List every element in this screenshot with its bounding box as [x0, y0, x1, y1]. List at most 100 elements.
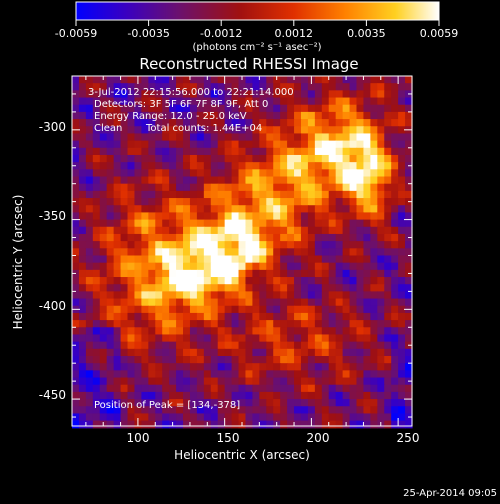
heatmap-cell [342, 255, 351, 264]
heatmap-cell [356, 399, 365, 407]
heatmap-cell [259, 248, 267, 257]
heatmap-cell [266, 305, 274, 314]
heatmap-cell [294, 391, 302, 400]
heatmap-cell [162, 205, 170, 214]
heatmap-cell [134, 277, 142, 285]
heatmap-cell [294, 119, 302, 127]
heatmap-cell [78, 219, 87, 228]
heatmap-cell [370, 133, 378, 142]
heatmap-cell [328, 133, 337, 142]
heatmap-cell [252, 312, 260, 321]
heatmap-cell [238, 119, 247, 127]
heatmap-cell [307, 277, 316, 285]
annotation-time-range: 3-Jul-2012 22:15:56.000 to 22:21:14.000 [88, 87, 294, 98]
heatmap-cell [370, 348, 378, 357]
heatmap-cell [217, 241, 226, 249]
heatmap-cell [203, 212, 212, 221]
heatmap-cell [335, 97, 344, 106]
heatmap-cell [280, 356, 288, 364]
heatmap-cell [321, 305, 330, 314]
heatmap-cell [176, 284, 184, 292]
heatmap-cell [155, 305, 163, 314]
heatmap-cell [155, 284, 163, 292]
heatmap-cell [72, 205, 80, 214]
heatmap-cell [217, 212, 226, 221]
heatmap-cell [106, 370, 115, 379]
heatmap-cell [162, 384, 170, 393]
heatmap-cell [99, 248, 108, 257]
heatmap-cell [238, 320, 247, 328]
heatmap-cell [78, 305, 87, 314]
heatmap-cell [148, 399, 156, 407]
heatmap-cell [294, 406, 302, 415]
heatmap-cell [245, 205, 254, 214]
heatmap-cell [280, 147, 288, 156]
heatmap-cell [245, 384, 254, 393]
heatmap-cell [307, 169, 316, 178]
heatmap-cell [266, 370, 274, 379]
heatmap-cell [370, 291, 378, 300]
heatmap-cell [391, 334, 399, 343]
heatmap-cell [189, 212, 198, 221]
heatmap-cell [183, 298, 191, 307]
heatmap-cell [363, 370, 371, 379]
heatmap-cell [217, 198, 226, 206]
heatmap-cell [280, 241, 288, 249]
heatmap-cell [314, 97, 323, 106]
heatmap-cell [252, 277, 260, 285]
heatmap-cell [328, 176, 337, 185]
heatmap-cell [176, 406, 184, 415]
heatmap-cell [217, 377, 226, 386]
heatmap-cell [384, 90, 392, 99]
heatmap-cell [363, 147, 371, 156]
heatmap-cell [134, 104, 142, 113]
heatmap-cell [78, 312, 87, 321]
heatmap-cell [363, 76, 371, 84]
heatmap-cell [266, 298, 274, 307]
heatmap-cell [148, 97, 156, 106]
heatmap-cell [314, 384, 323, 393]
heatmap-cell [398, 341, 406, 350]
heatmap-cell [162, 255, 170, 264]
heatmap-cell [349, 241, 358, 249]
heatmap-cell [287, 334, 295, 343]
heatmap-cell [245, 219, 254, 228]
heatmap-cell [314, 248, 323, 257]
heatmap-cell [176, 348, 184, 357]
heatmap-cell [314, 241, 323, 249]
heatmap-cell [328, 420, 337, 429]
heatmap-cell [245, 277, 254, 285]
heatmap-cell [294, 399, 302, 407]
heatmap-cell [224, 363, 233, 371]
heatmap-cell [307, 212, 316, 221]
heatmap-cell [405, 111, 413, 120]
heatmap-cell [224, 391, 233, 400]
heatmap-cell [217, 363, 226, 371]
chart-title: Reconstructed RHESSI Image [139, 55, 358, 73]
heatmap-cell [328, 384, 337, 393]
heatmap-cell [294, 183, 302, 192]
heatmap-cell [210, 83, 219, 91]
heatmap-cell [238, 90, 247, 99]
heatmap-cell [120, 119, 129, 127]
heatmap-cell [287, 284, 295, 292]
heatmap-cell [328, 262, 337, 271]
heatmap-cell [335, 406, 344, 415]
heatmap-cell [273, 291, 281, 300]
heatmap-cell [176, 233, 184, 242]
heatmap-cell [92, 198, 101, 206]
heatmap-cell [307, 205, 316, 214]
heatmap-cell [398, 348, 406, 357]
heatmap-cell [335, 233, 344, 242]
heatmap-cell [238, 291, 247, 300]
heatmap-cell [294, 341, 302, 350]
heatmap-cell [176, 269, 184, 278]
heatmap-cell [210, 76, 219, 84]
heatmap-cell [391, 212, 399, 221]
heatmap-cell [231, 377, 240, 386]
heatmap-cell [398, 399, 406, 407]
heatmap-cell [245, 83, 254, 91]
heatmap-cell [384, 377, 392, 386]
heatmap-cell [238, 111, 247, 120]
heatmap-cell [203, 327, 212, 336]
